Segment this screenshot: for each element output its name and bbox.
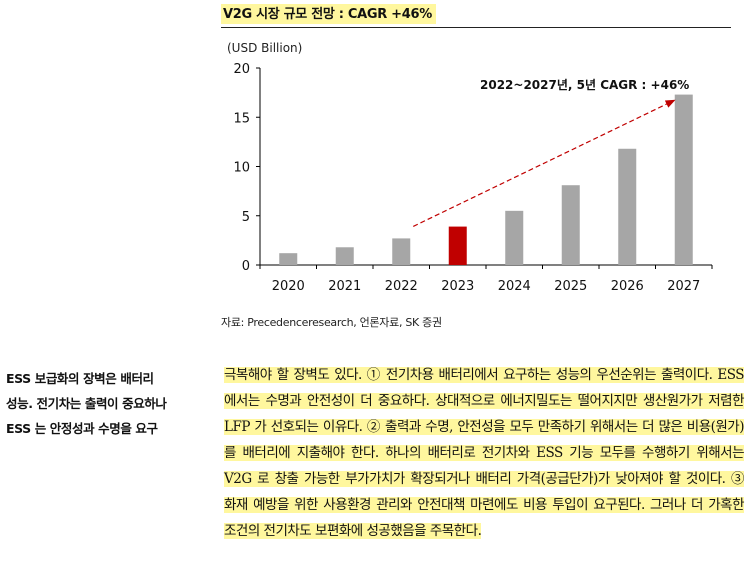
highlighted-text: 극복해야 할 장벽도 있다. ① 전기차용 배터리에서 요구하는 성능의 우선순… [224, 367, 745, 539]
annotation-group: 2022~2027년, 5년 CAGR : +46% [412, 78, 689, 227]
side-note-line: 성능. 전기차는 출력이 중요하나 [6, 396, 167, 411]
side-note-line: ESS 보급화의 장벽은 배터리 [6, 371, 154, 386]
x-tick-label: 2024 [498, 279, 531, 294]
x-tick-label: 2020 [272, 279, 305, 294]
y-axis: 0 5 10 15 20 [233, 62, 261, 274]
side-note-line: ESS 는 안정성과 수명을 요구 [6, 421, 158, 436]
cagr-annotation: 2022~2027년, 5년 CAGR : +46% [480, 78, 689, 92]
y-tick-label: 0 [242, 259, 250, 274]
chart-source: 자료: Precedenceresearch, 언론자료, SK 증권 [221, 316, 442, 329]
body-paragraph: 극복해야 할 장벽도 있다. ① 전기차용 배터리에서 요구하는 성능의 우선순… [224, 362, 745, 544]
bar [279, 253, 298, 265]
x-axis: 2020 2021 2022 2023 2024 2025 2026 2027 [259, 264, 713, 294]
x-tick-label: 2023 [441, 279, 474, 294]
x-tick-label: 2026 [611, 279, 644, 294]
y-tick-label: 10 [233, 161, 250, 176]
x-tick-label: 2025 [554, 279, 587, 294]
x-tick-label: 2027 [667, 279, 700, 294]
y-unit-label: (USD Billion) [227, 41, 302, 55]
x-tick-label: 2021 [328, 279, 361, 294]
bars [279, 94, 693, 265]
side-note: ESS 보급화의 장벽은 배터리 성능. 전기차는 출력이 중요하나 ESS 는… [6, 366, 206, 441]
bar [335, 247, 354, 265]
chart-title: V2G 시장 규모 전망 : CAGR +46% [221, 4, 436, 24]
y-tick-label: 20 [233, 62, 250, 77]
bar [505, 210, 524, 265]
y-tick-label: 5 [242, 210, 250, 225]
bar [618, 148, 637, 265]
trend-arrow [412, 99, 676, 227]
x-tick-label: 2022 [385, 279, 418, 294]
bar [674, 94, 693, 265]
y-tick-label: 15 [233, 111, 250, 126]
bar [561, 185, 580, 265]
bar [448, 226, 467, 265]
bar [392, 238, 411, 265]
chart-title-bar: V2G 시장 규모 전망 : CAGR +46% [221, 3, 731, 28]
